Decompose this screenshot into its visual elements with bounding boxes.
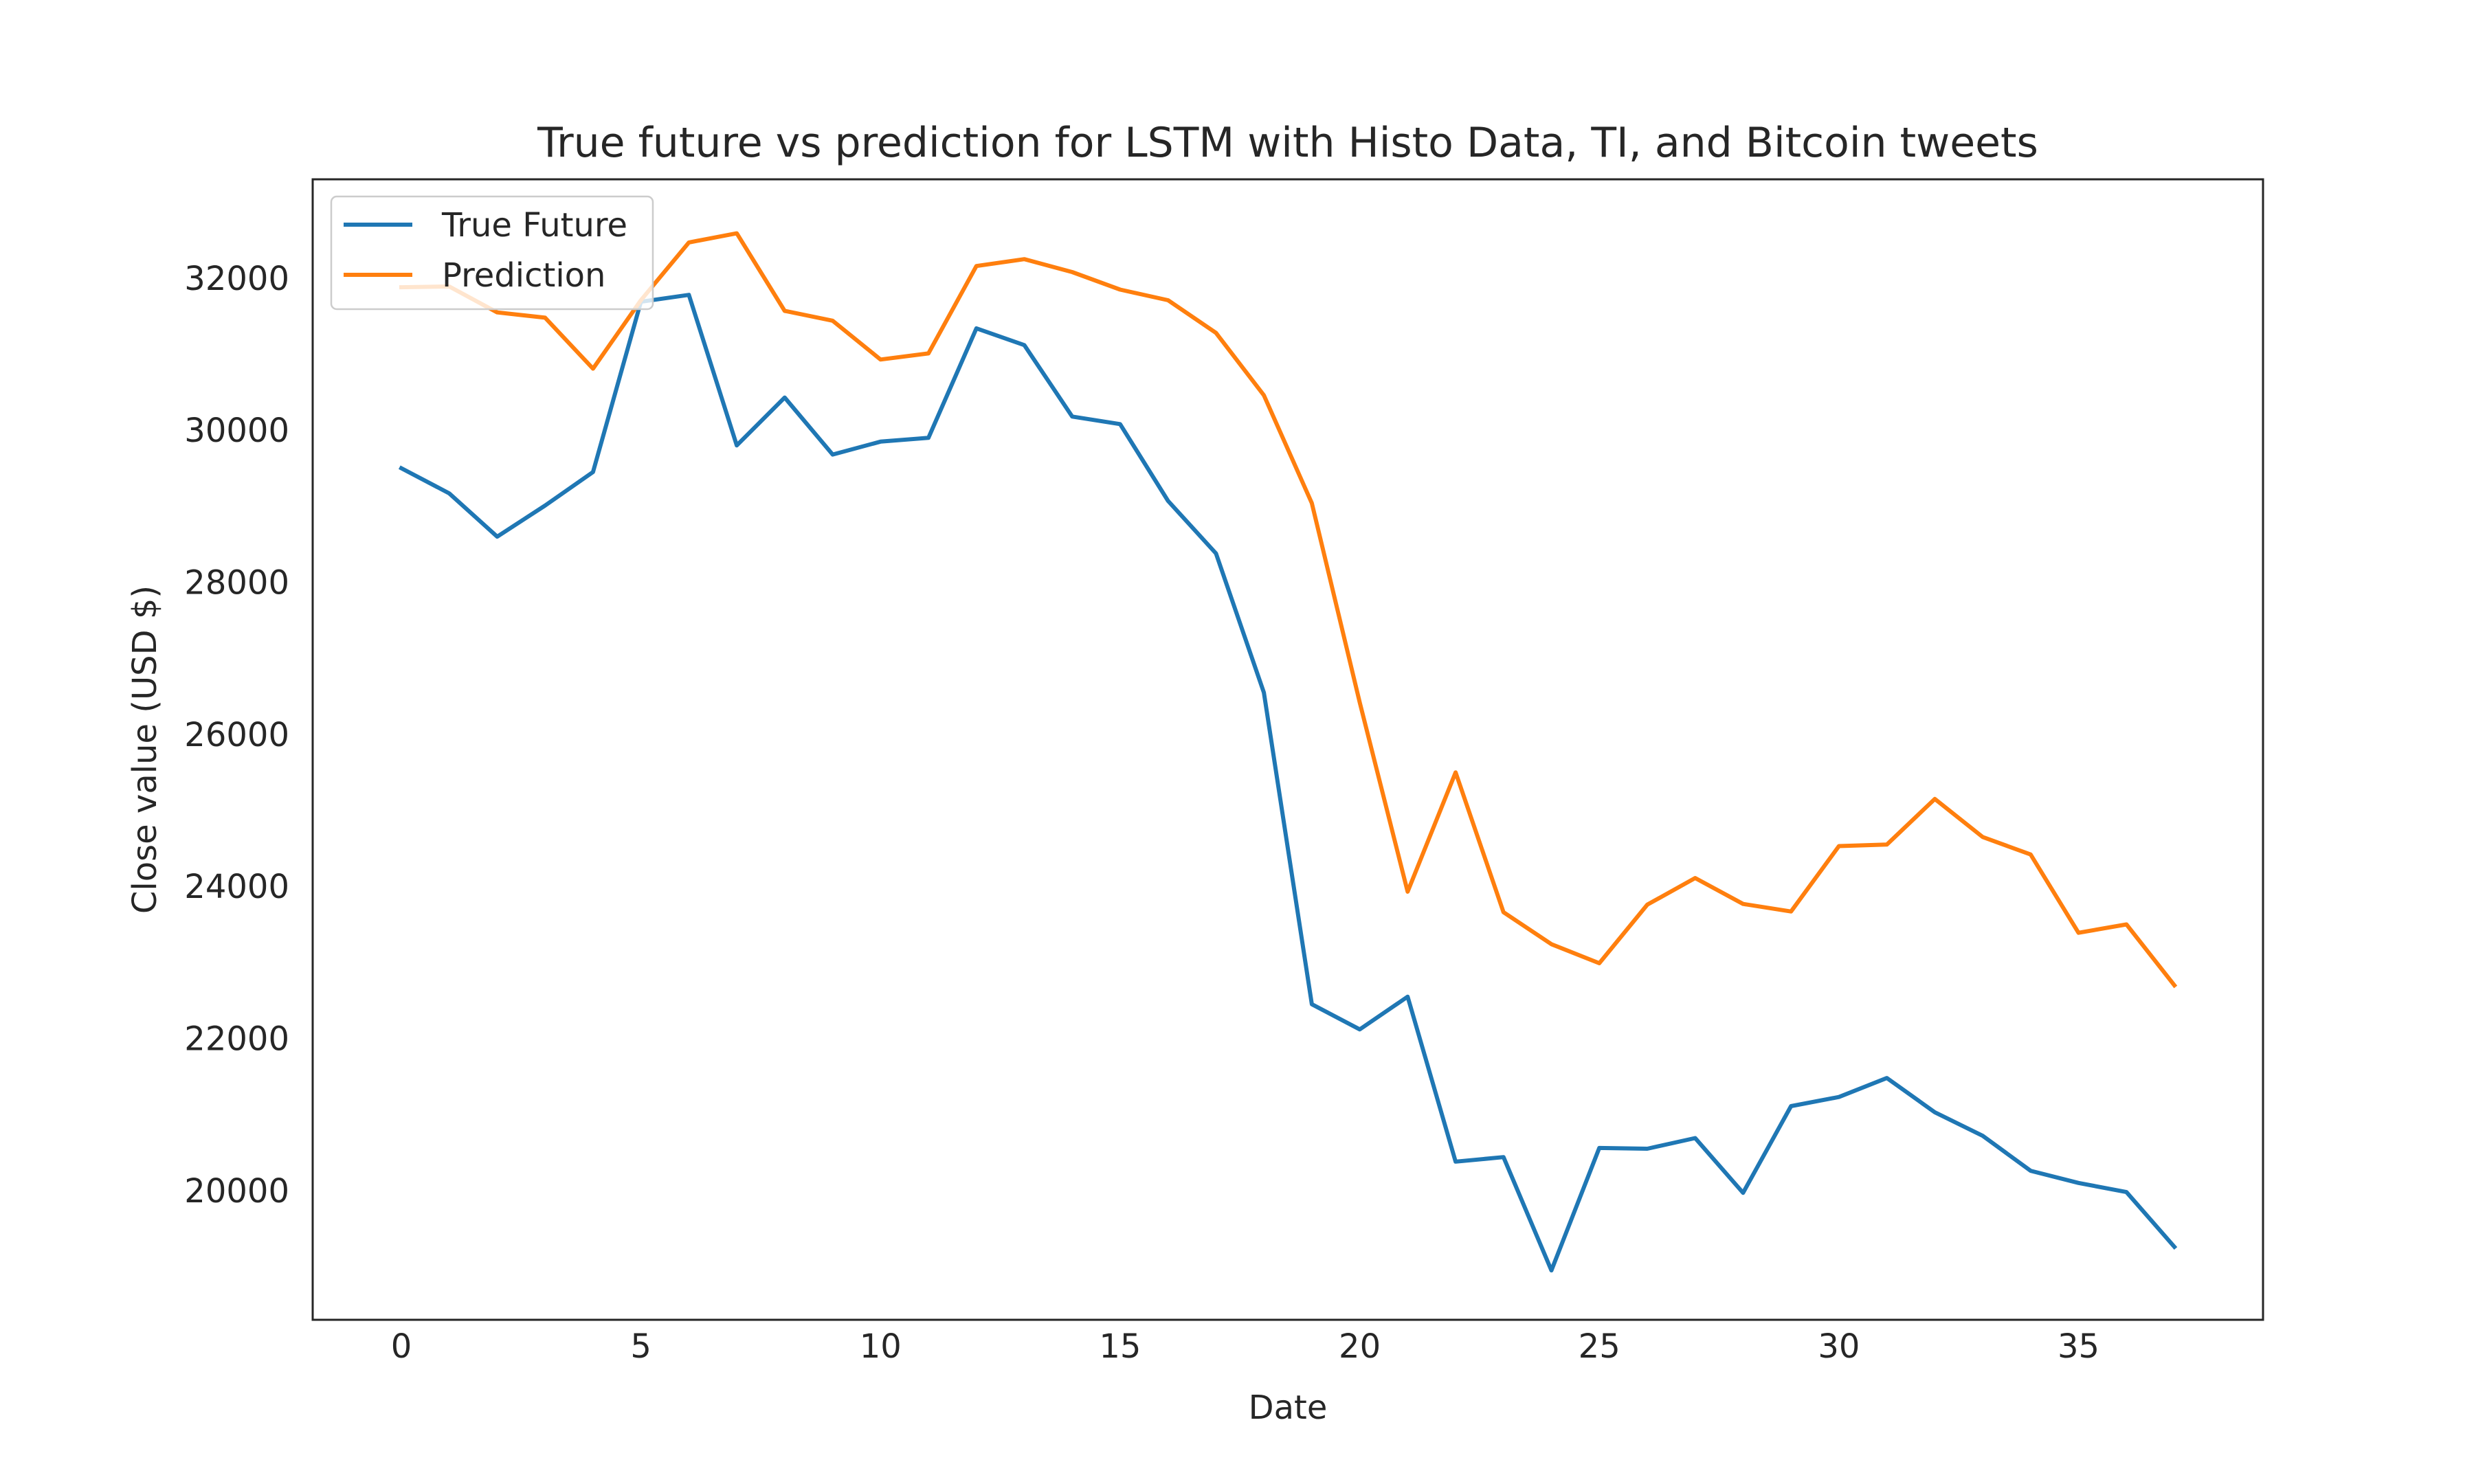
y-tick-label: 30000 xyxy=(184,412,289,450)
x-tick-label: 25 xyxy=(1579,1327,1620,1366)
plot-area xyxy=(313,179,2263,1320)
y-tick-label: 24000 xyxy=(184,868,289,906)
x-tick-label: 20 xyxy=(1339,1327,1381,1366)
y-tick-label: 26000 xyxy=(184,716,289,754)
y-tick-label: 28000 xyxy=(184,564,289,603)
chart-title: True future vs prediction for LSTM with … xyxy=(537,119,2038,167)
x-tick-label: 30 xyxy=(1818,1327,1860,1366)
legend: True Future Prediction xyxy=(330,195,654,311)
y-tick-label: 32000 xyxy=(184,260,289,298)
series-layer xyxy=(398,231,2178,1273)
x-tick-label: 15 xyxy=(1099,1327,1141,1366)
x-axis-label: Date xyxy=(1249,1389,1328,1427)
series-line-1 xyxy=(399,231,2178,989)
y-axis-ticks: 20000 22000 24000 26000 28000 30000 32000 xyxy=(184,260,289,1211)
x-axis-ticks: 0 5 10 15 20 25 30 35 xyxy=(391,1327,2099,1366)
legend-label-1: Prediction xyxy=(442,256,605,295)
y-axis-label: Close value (USD $) xyxy=(126,585,164,914)
plot-frame xyxy=(311,178,2264,1321)
series-line-0 xyxy=(398,293,2178,1273)
x-tick-label: 35 xyxy=(2058,1327,2099,1366)
y-tick-label: 22000 xyxy=(184,1020,289,1059)
legend-label-0: True Future xyxy=(441,206,627,245)
y-tick-label: 20000 xyxy=(184,1172,289,1211)
x-tick-label: 10 xyxy=(860,1327,902,1366)
x-tick-label: 5 xyxy=(630,1327,651,1366)
x-tick-label: 0 xyxy=(391,1327,412,1366)
plot-background xyxy=(313,179,2263,1320)
